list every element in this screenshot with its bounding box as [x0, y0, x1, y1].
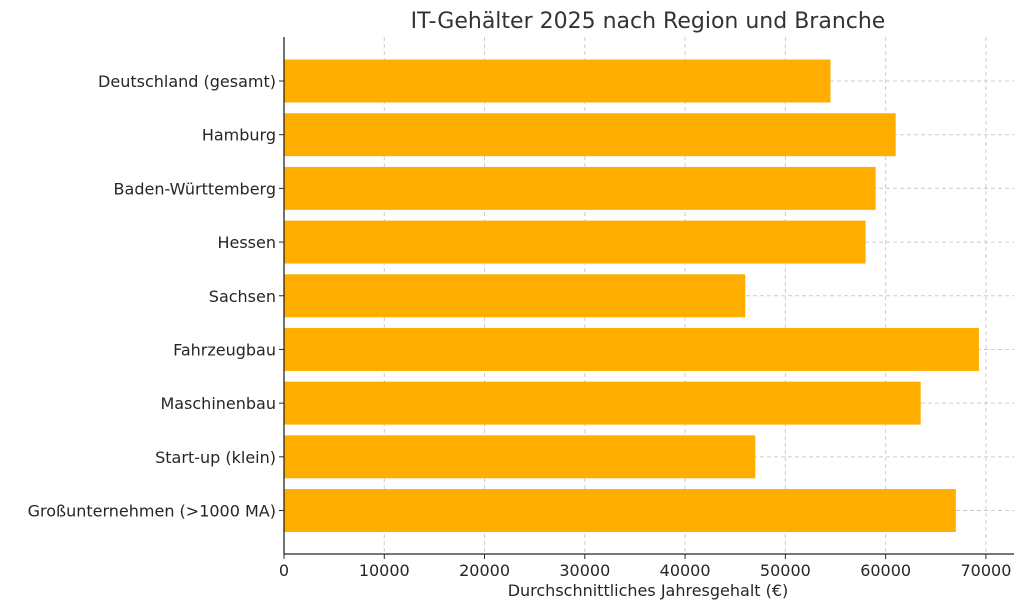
- bar: [284, 274, 746, 318]
- x-tick-label: 50000: [760, 561, 811, 580]
- bar: [284, 381, 921, 425]
- y-tick-label: Hessen: [217, 233, 276, 252]
- x-tick-label: 60000: [860, 561, 911, 580]
- y-ticks: Deutschland (gesamt) Hamburg Baden-Württem…: [28, 72, 284, 521]
- y-tick-label: Großunternehmen (>1000 MA): [28, 502, 276, 521]
- bar: [284, 435, 756, 479]
- bars: [284, 59, 979, 532]
- bar: [284, 220, 866, 264]
- y-tick-label: Deutschland (gesamt): [98, 72, 276, 91]
- bar: [284, 489, 956, 532]
- bar: [284, 113, 896, 157]
- y-tick-label: Sachsen: [209, 287, 276, 306]
- y-tick-label: Fahrzeugbau: [173, 340, 276, 359]
- bar: [284, 59, 831, 103]
- x-tick-label: 30000: [559, 561, 610, 580]
- y-tick-label: Start-up (klein): [155, 448, 276, 467]
- y-tick-label: Hamburg: [202, 126, 276, 145]
- y-tick-label: Maschinenbau: [160, 394, 276, 413]
- x-tick-label: 20000: [459, 561, 510, 580]
- x-ticks: 0 10000 20000 30000 40000 50000 60000 70000: [279, 554, 1011, 580]
- y-tick-label: Baden-Württemberg: [114, 179, 276, 198]
- chart-title: IT-Gehälter 2025 nach Region und Branche: [411, 9, 886, 34]
- x-axis-label: Durchschnittliches Jahresgehalt (€): [508, 581, 789, 600]
- bar: [284, 166, 876, 210]
- bar: [284, 327, 979, 371]
- x-tick-label: 10000: [359, 561, 410, 580]
- x-tick-label: 70000: [960, 561, 1011, 580]
- x-tick-label: 40000: [660, 561, 711, 580]
- x-tick-label: 0: [279, 561, 289, 580]
